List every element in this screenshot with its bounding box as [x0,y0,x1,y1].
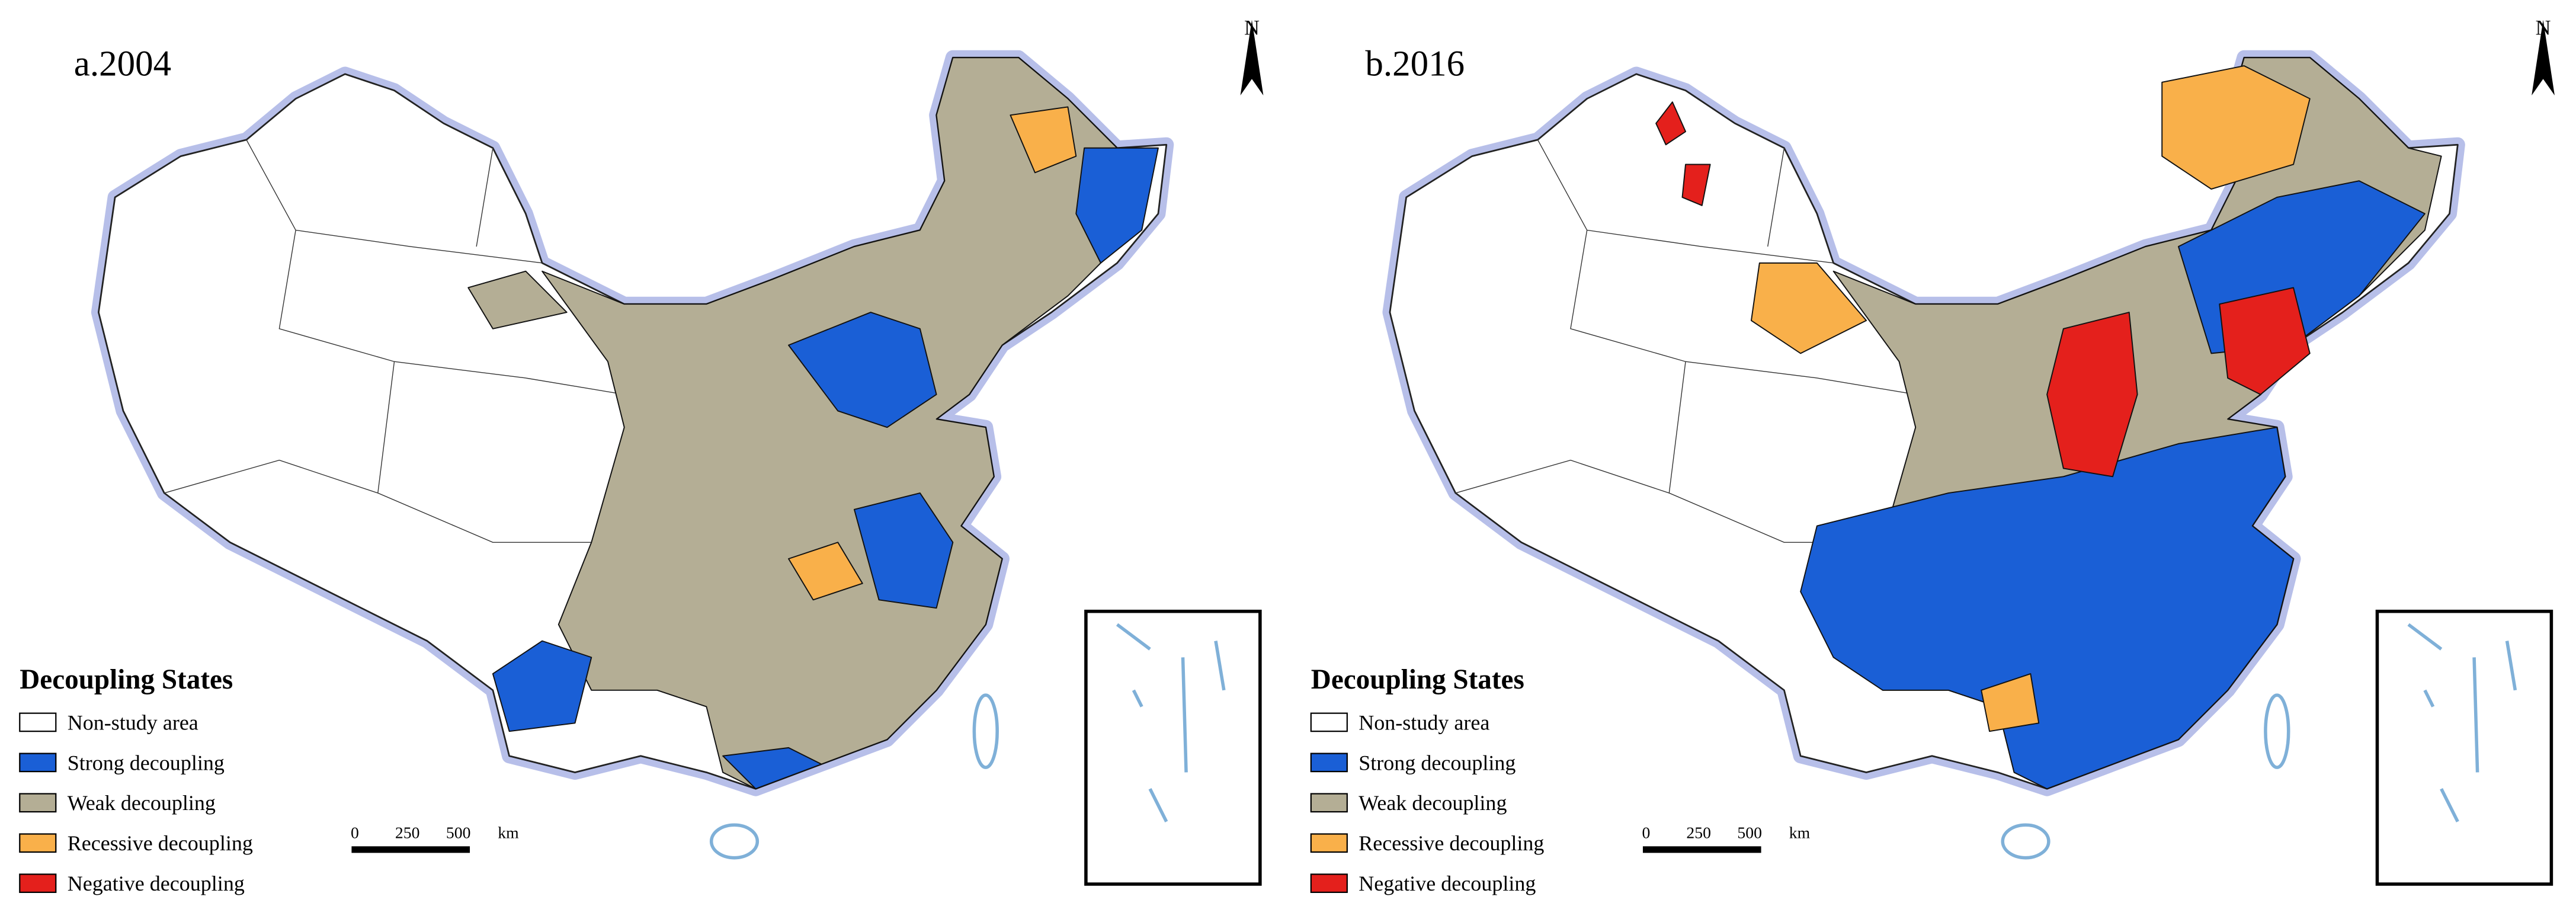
north-label: N [1244,15,1260,39]
scale-label: 500 [446,823,471,841]
region [1751,262,1867,354]
region [1075,147,1159,264]
region [2161,65,2311,190]
scale-label: 500 [1737,823,1762,841]
legend-label: Recessive decoupling [1359,831,1544,855]
north-label: N [2536,15,2551,39]
legend-swatch [1310,833,1348,853]
panel-b: b.2016 N Decoupling States Non-study area St… [1310,15,2555,895]
scale-label: km [1789,823,1811,841]
legend-swatch [1310,753,1348,773]
scale-label: km [498,823,519,841]
legend-label: Weak decoupling [68,791,216,815]
panel-title: b.2016 [1365,44,1465,84]
legend-label: Non-study area [1359,710,1489,734]
legend-label: Strong decoupling [68,751,225,774]
region [2219,287,2311,395]
legend-swatch [19,873,57,894]
panel-a: a.2004 N Decoupling States Non-study area St… [19,15,1263,895]
legend-label: Negative decoupling [68,872,245,895]
legend-swatch [19,753,57,773]
legend-title: Decoupling States [20,664,233,695]
region [542,57,1151,790]
region [788,312,937,428]
panel-title: a.2004 [74,44,171,84]
legend-swatch [19,793,57,813]
region [722,747,822,790]
region [788,542,863,601]
scale-label: 250 [395,823,420,841]
legend-swatch [19,712,57,732]
legend-title: Decoupling States [1311,664,1524,695]
scale-label: 0 [351,823,359,841]
region [1981,673,2040,732]
legend-swatch [1310,793,1348,813]
legend-swatch [19,833,57,853]
legend-label: Non-study area [68,710,198,734]
legend-label: Strong decoupling [1359,751,1516,774]
legend-swatch [1310,873,1348,894]
region [1655,101,1687,146]
region [1010,106,1077,174]
region [1681,164,1711,206]
region [1800,427,2295,790]
legend-label: Recessive decoupling [68,831,253,855]
region [2046,312,2138,478]
region [492,640,592,732]
legend-label: Weak decoupling [1359,791,1507,815]
scale-label: 250 [1686,823,1711,841]
region [467,270,568,329]
legend-swatch [1310,712,1348,732]
scale-label: 0 [1642,823,1651,841]
region [853,492,954,609]
legend-label: Negative decoupling [1359,872,1536,895]
